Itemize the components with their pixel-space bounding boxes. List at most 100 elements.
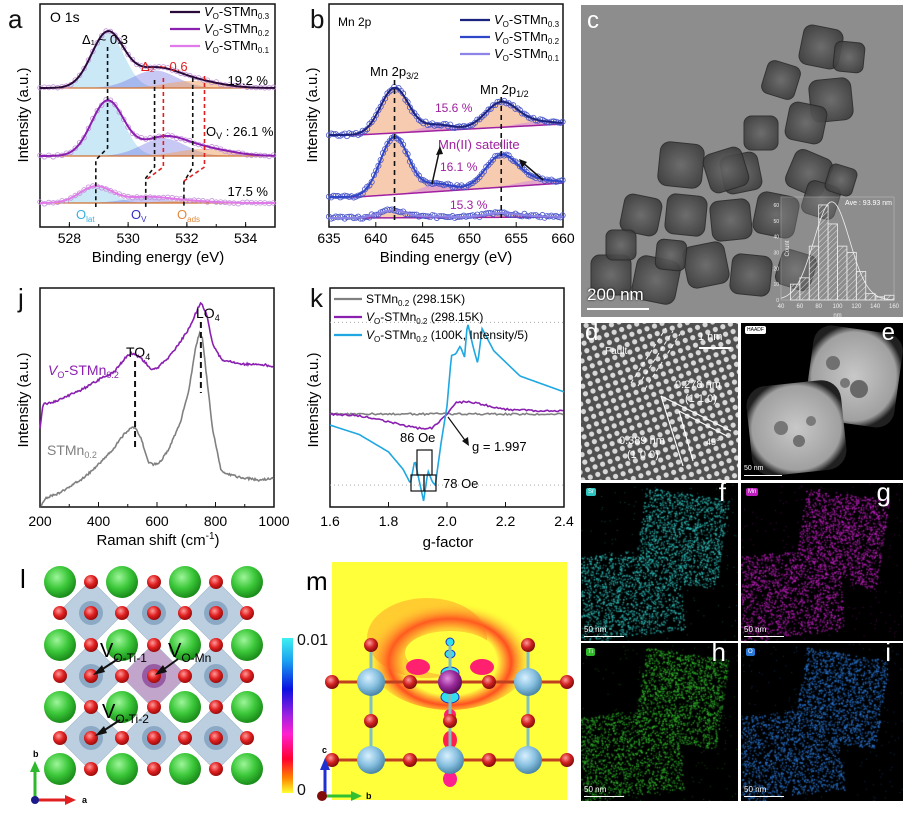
inset-y-tick-label: 60: [773, 203, 779, 209]
angle-label: 45°: [706, 437, 720, 447]
legend-entry: VO-STMn0.2: [204, 21, 270, 38]
d-spacing-110: 0.278 nm: [675, 379, 721, 391]
o-atom: [209, 762, 223, 776]
o-atom: [84, 669, 98, 683]
y-axis-label: Intensity (a.u.): [15, 67, 32, 162]
o-atom: [115, 669, 129, 683]
histogram-bar: [856, 271, 865, 300]
scale-bar: [584, 796, 624, 797]
o-atom: [147, 638, 161, 652]
axis-c-label: c: [322, 745, 327, 755]
o-atom: [364, 638, 378, 652]
o-atom: [240, 606, 254, 620]
x-tick-label: 660: [551, 230, 575, 246]
x-tick-label: 635: [317, 230, 341, 246]
panel-a: a O 1s 528 530 532 534 Binding energy (eV) …: [0, 0, 290, 275]
hkl-100: (1 0 0): [627, 449, 659, 461]
x-axis-label: g-factor: [423, 534, 474, 551]
density-lobe: [470, 659, 494, 675]
series-label-stmn: STMn0.2: [47, 442, 97, 460]
nanoparticle: [744, 116, 778, 150]
plot-frame: [40, 288, 274, 507]
xps-mn2p-chart: b Mn 2p 635 640 645 650 655 660 Binding energ…: [290, 0, 575, 275]
axis-a-label: a: [82, 795, 88, 805]
arrow-head-icon: [65, 795, 76, 805]
p32-label: Mn 2p3/2: [370, 64, 419, 81]
pct-top: 19.2 %: [228, 73, 269, 88]
g-value-label: g = 1.997: [472, 439, 527, 454]
o-atom: [84, 638, 98, 652]
panel-d-hrtem-image: d Fault 1 nm 0.278 nm (1 1 0) 0.389 nm (…: [581, 323, 738, 480]
pct-mid: OV : 26.1 %: [206, 124, 274, 141]
x-tick-label: 528: [58, 230, 82, 246]
o-atom: [482, 675, 496, 689]
hyperfine-86-label: 86 Oe: [400, 430, 435, 445]
o-atom: [53, 606, 67, 620]
ti-atom: [514, 668, 542, 696]
y-axis-label: Intensity (a.u.): [304, 67, 321, 162]
y-axis-label: Intensity (a.u.): [15, 352, 32, 447]
element-tag: O: [746, 648, 755, 656]
panel-label: m: [306, 566, 328, 596]
x-axis-label: Raman shift (cm-1): [96, 531, 219, 549]
o-atom: [403, 753, 417, 767]
inset-x-tick-label: 60: [796, 304, 803, 310]
mn-atom: [438, 670, 462, 694]
density-lobe: [406, 659, 430, 675]
histogram-bar: [838, 246, 847, 300]
tem-particles: 40 60 80 100 120 140 1600102030405060 Ave : 93.…: [581, 5, 903, 317]
panel-label: i: [885, 643, 891, 668]
ti-atom: [357, 668, 385, 696]
x-tick-label: 400: [87, 513, 111, 529]
epr-chart: k 1.6 1.8 2.0 2.2 2.4 g-factor Intensity (a.…: [290, 275, 580, 555]
scale-bar-label: 1 nm: [698, 331, 722, 343]
scale-bar-label: 200 nm: [587, 285, 644, 305]
legend-entry: VO-STMn0.3: [494, 12, 560, 29]
sr-atom: [169, 691, 201, 723]
inset-y-tick-label: 0: [776, 298, 779, 304]
o-atom: [209, 606, 223, 620]
panel-e-haadf-image: HAADF e 50 nm: [741, 323, 903, 480]
inset-x-tick-label: 40: [778, 304, 785, 310]
sr-atom: [44, 753, 76, 785]
sr-atom: [231, 753, 263, 785]
panel-j: j 200 400 600 800 1000 Raman shift (cm-1) In…: [0, 275, 290, 555]
detector-tag: HAADF: [745, 326, 766, 334]
nanoparticle: [833, 41, 866, 74]
o-atom: [209, 575, 223, 589]
to4-label: TO4: [126, 344, 150, 362]
axis-origin: [317, 791, 327, 801]
panel-label: h: [712, 643, 726, 668]
pct-mid: 16.1 %: [440, 160, 478, 174]
x-tick-label: 200: [28, 513, 52, 529]
scale-bar-label: 50 nm: [584, 785, 606, 794]
o-atom: [147, 575, 161, 589]
crystal-structure-view: l VO-Ti-1 VO-Mn VO-Ti-2 b a: [0, 555, 270, 812]
scale-bar: [584, 636, 624, 637]
legend-entry: VO-STMn0.1: [204, 38, 270, 55]
panel-k: k 1.6 1.8 2.0 2.2 2.4 g-factor Intensity (a.…: [290, 275, 580, 555]
o-atom: [178, 606, 192, 620]
inset-y-tick-label: 40: [773, 235, 779, 241]
nanoparticle: [681, 240, 730, 289]
g-arrow: [448, 417, 467, 443]
histogram-bar: [847, 252, 856, 300]
sr-atom: [169, 566, 201, 598]
panel-c-tem-image: 40 60 80 100 120 140 160 0 10 20 30 40 50 60 Ave : 93.…: [581, 5, 903, 317]
density-spot: [446, 638, 454, 646]
inset-x-label: nm: [833, 313, 841, 317]
scale-bar: [744, 475, 782, 476]
inset-y-tick-label: 50: [773, 219, 779, 225]
p12-label: Mn 2p1/2: [480, 82, 529, 99]
nanoparticle: [657, 141, 705, 189]
panel-label: k: [310, 283, 324, 313]
histogram-bar: [800, 278, 809, 300]
x-tick-label: 600: [145, 513, 169, 529]
eds-map-canvas: [741, 643, 903, 801]
o-atom: [147, 700, 161, 714]
scale-bar-label: 50 nm: [744, 465, 763, 472]
inset-y-tick-label: 10: [773, 282, 779, 288]
inset-title: Ave : 93.93 nm: [845, 200, 892, 207]
ti-atom: [514, 746, 542, 774]
element-tag: Mn: [746, 488, 758, 496]
